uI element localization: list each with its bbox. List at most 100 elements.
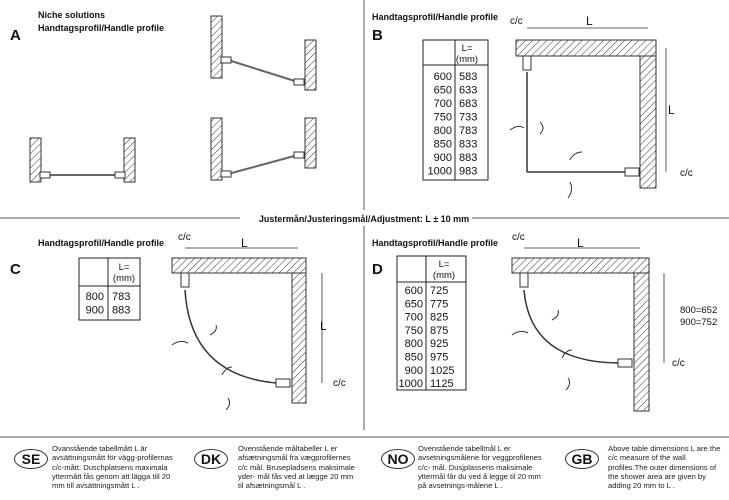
wall [304,39,317,91]
svg-text:L: L [577,236,584,250]
handle-profile [522,55,532,71]
wall [304,117,317,169]
table-cell-width: 850 [434,139,452,151]
panel-subtitle: Handtagsprofil/Handle profile [38,23,164,33]
wall [210,15,223,79]
table-cell-width: 650 [434,85,452,97]
table-cell-width: 900 [434,152,452,164]
svg-text:L=: L= [439,259,450,270]
table-cell-width: 750 [434,112,452,124]
table-cell-l: 783 [112,291,130,303]
table-cell-width: 900 [405,365,423,377]
wall [515,39,657,57]
panel-title: Niche solutions [38,10,105,20]
badge-gb: GB [565,449,599,469]
dimension-table: L= (mm) 600 725 650 775 700 825 750 875 800 925 85… [396,255,467,391]
table-cell-width: 700 [405,312,423,324]
badge-se: SE [14,449,48,469]
wall [210,117,223,181]
wall [171,257,307,274]
panel-b: B Handtagsprofil/Handle profile L= (mm) … [372,12,693,199]
glass-panel [227,154,299,175]
note-no: Ovenstående tabellmål L er avsetningsmål… [418,444,542,491]
wall [291,272,307,404]
adjustment-label: Justermån/Justeringsmål/Adjustment: L ± … [259,214,469,224]
table-cell-width: 750 [405,325,423,337]
svg-text:900=752: 900=752 [680,317,717,328]
swing-arrows [511,309,573,391]
table-cell-l: 1025 [430,365,454,377]
table-cell-l: 725 [430,285,448,297]
dimension-table: L= (mm) 600 583 650 633 700 683 750 733 800 783 85… [422,39,489,181]
wall [639,55,657,189]
svg-text:L=: L= [119,262,130,273]
note-se: Ovanstående tabellmått L är avsättningsm… [52,444,173,491]
wall [29,137,42,183]
wall [123,137,136,183]
dimension-table: L= (mm) 800 783 900 883 [78,257,141,321]
handle-profile [39,171,51,179]
svg-text:(mm): (mm) [456,54,478,65]
table-cell-l: 983 [459,166,477,178]
table-cell-l: 875 [430,325,448,337]
table-cell-width: 900 [86,305,104,317]
door-panel [184,289,277,384]
table-cell-l: 883 [459,152,477,164]
note-gb: Above table dimensions L are the c/c mea… [608,444,721,491]
svg-text:c/c: c/c [510,16,523,27]
svg-text:c/c: c/c [178,232,191,243]
panel-title: Handtagsprofil/Handle profile [372,12,498,22]
wall [511,257,650,274]
svg-text:L: L [586,14,593,28]
table-cell-l: 783 [459,125,477,137]
note-dk: Ovenstående måltabeller L er afsætningsm… [238,444,355,491]
svg-text:800=652: 800=652 [680,305,717,316]
panel-d: D Handtagsprofil/Handle profile L= (mm) … [372,232,717,412]
swing-arrows [171,324,233,411]
table-cell-l: 825 [430,312,448,324]
svg-text:L: L [668,103,675,117]
svg-text:(mm): (mm) [113,273,135,284]
door-panel [523,289,619,364]
table-cell-width: 850 [405,352,423,364]
svg-text:(mm): (mm) [433,270,455,281]
table-cell-l: 1125 [430,378,454,390]
table-cell-width: 600 [434,71,452,83]
table-cell-width: 1000 [428,166,452,178]
svg-text:c/c: c/c [512,232,525,243]
table-cell-l: 733 [459,112,477,124]
panel-letter: A [10,27,21,44]
wall [633,272,650,412]
panel-a: A Niche solutions Handtagsprofil/Handle … [10,10,317,183]
table-cell-l: 775 [430,298,448,310]
panel-letter: B [372,27,383,44]
table-cell-l: 883 [112,305,130,317]
table-cell-width: 800 [86,291,104,303]
badge-dk: DK [194,449,228,469]
table-cell-l: 925 [430,338,448,350]
panel-letter: C [10,261,21,278]
panel-c: C Handtagsprofil/Handle profile L= (mm) … [10,232,346,411]
svg-text:c/c: c/c [680,168,693,179]
table-cell-l: 583 [459,71,477,83]
table-cell-width: 650 [405,298,423,310]
panel-dividers [0,0,729,438]
table-cell-l: 683 [459,98,477,110]
svg-text:c/c: c/c [333,378,346,389]
table-cell-width: 800 [405,338,423,350]
table-cell-l: 833 [459,139,477,151]
table-cell-width: 600 [405,285,423,297]
panel-title: Handtagsprofil/Handle profile [372,238,498,248]
table-cell-l: 975 [430,352,448,364]
badge-no: NO [381,449,415,469]
svg-text:L=: L= [462,43,473,54]
glass-panel [227,59,299,83]
table-cell-width: 1000 [399,378,423,390]
table-cell-width: 800 [434,125,452,137]
table-cell-l: 633 [459,85,477,97]
svg-text:L: L [320,319,327,333]
panel-letter: D [372,261,383,278]
panel-title: Handtagsprofil/Handle profile [38,238,164,248]
svg-text:c/c: c/c [672,358,685,369]
